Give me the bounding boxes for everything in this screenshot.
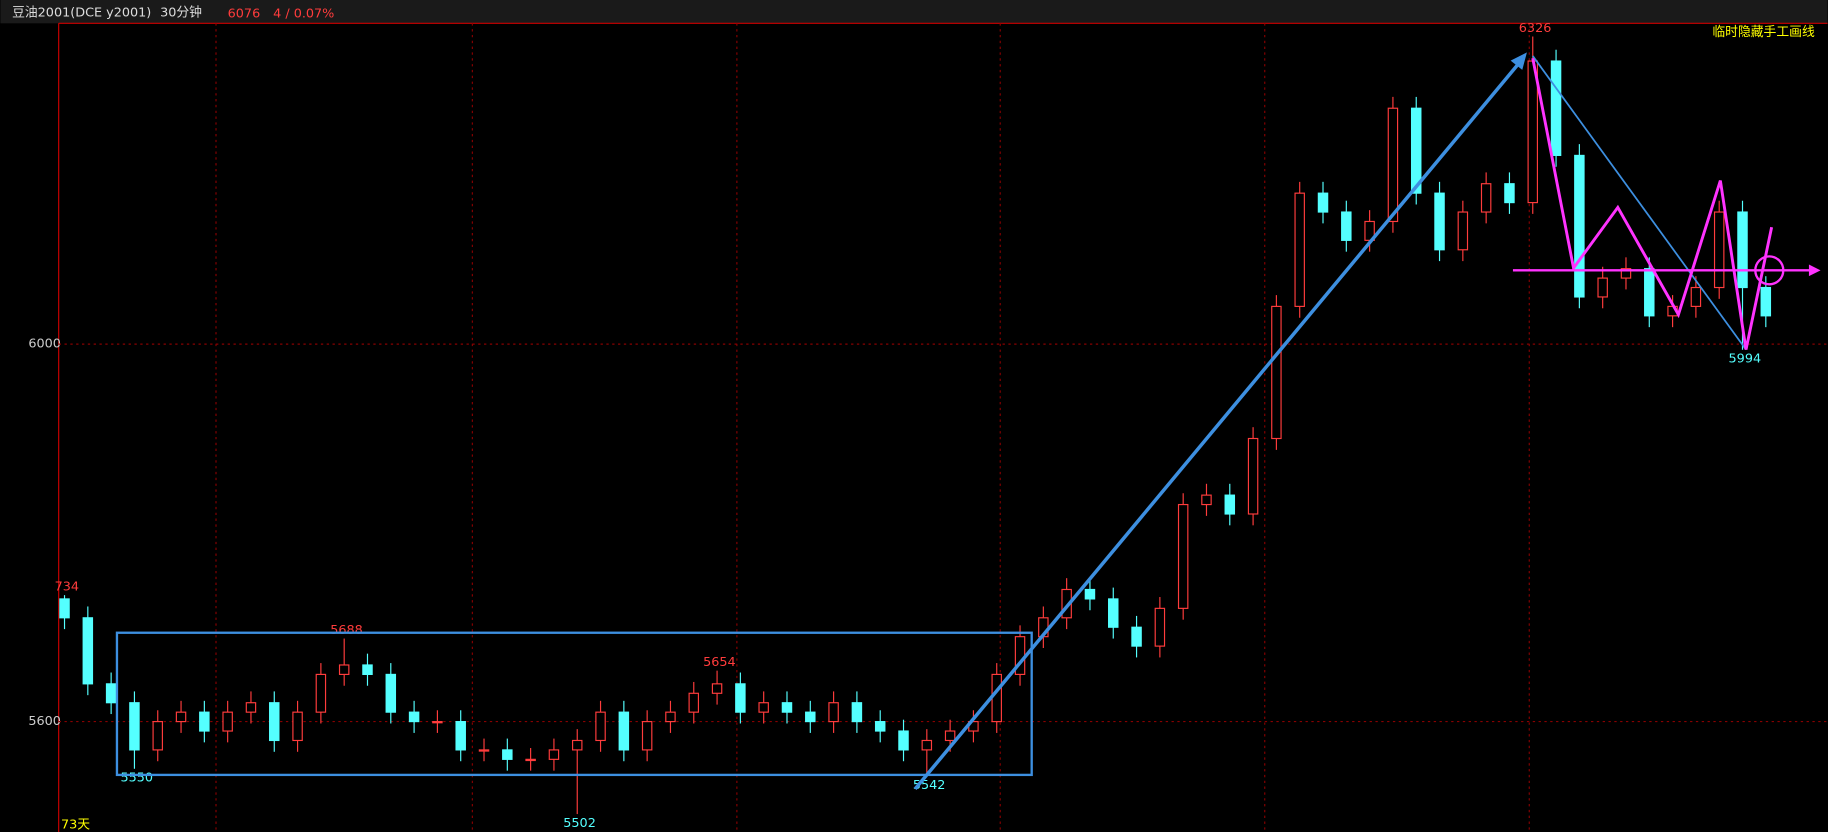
candle-body	[595, 711, 606, 742]
candle-body	[129, 702, 140, 751]
candle-body	[245, 702, 257, 713]
candle-body	[385, 673, 397, 713]
candle-body	[1550, 60, 1562, 156]
candle-body	[665, 711, 676, 723]
candle-body	[525, 758, 536, 762]
candle-body	[805, 711, 816, 723]
candle-body	[548, 749, 560, 760]
candle-body	[641, 721, 653, 751]
candle-body	[59, 598, 70, 619]
candle-body	[1737, 211, 1748, 289]
candle-body	[269, 702, 280, 742]
extreme-label: 5550	[120, 771, 153, 786]
candle-body	[1434, 192, 1445, 251]
candle-body	[1247, 437, 1259, 515]
candle-body	[1457, 211, 1469, 251]
candle-body	[1108, 598, 1119, 628]
extreme-label: 734	[55, 579, 79, 594]
candle-body	[618, 711, 630, 751]
candle-body	[222, 711, 233, 732]
candle-body	[105, 683, 117, 704]
toolbar	[0, 0, 1828, 24]
candle-body	[571, 739, 583, 751]
candle-body	[1341, 211, 1352, 241]
candle-body	[851, 702, 863, 723]
change: 4 / 0.07%	[273, 6, 334, 21]
candle-body	[152, 721, 163, 751]
candle-body	[1504, 183, 1515, 204]
candle-body	[898, 730, 909, 751]
drawings	[115, 52, 1821, 791]
candle-body	[478, 749, 490, 752]
candle-body	[1294, 192, 1305, 307]
trend-arrow	[913, 59, 1523, 791]
candle-body	[688, 692, 700, 713]
candle-body	[1387, 107, 1399, 223]
candle-body	[1131, 626, 1142, 647]
candle-body	[758, 702, 769, 713]
candle-body	[315, 673, 327, 713]
arrow-head	[1510, 52, 1527, 70]
candle-body	[1760, 286, 1772, 317]
candle-body	[1084, 588, 1096, 600]
candle-body	[874, 721, 886, 732]
candle-body	[711, 683, 723, 694]
extreme-label: 5654	[703, 655, 736, 670]
candle-body	[175, 711, 187, 723]
candle-body	[408, 711, 420, 723]
candle-body	[338, 664, 350, 675]
range-box	[115, 631, 1033, 777]
extreme-label: 5502	[563, 816, 596, 831]
candle-body	[199, 711, 210, 732]
y-tick-label: 5600	[28, 714, 61, 729]
last-price: 6076	[228, 6, 261, 21]
candle-body	[735, 683, 746, 713]
candle-body	[828, 702, 839, 723]
footer: 73天	[61, 818, 90, 832]
level-arrow	[1808, 264, 1821, 277]
candle-body	[432, 721, 443, 724]
candle-body	[1620, 268, 1632, 279]
candle-body	[991, 673, 1002, 723]
candle-body	[921, 739, 933, 751]
candle-body	[1177, 503, 1189, 609]
candle-body	[1713, 211, 1725, 289]
candle-body	[1224, 494, 1236, 515]
candle-body	[1201, 494, 1212, 506]
candle-body	[1317, 192, 1329, 213]
candle-body	[362, 664, 373, 675]
candle-body	[1271, 305, 1282, 440]
candle-body	[1690, 286, 1702, 307]
extreme-label: 6326	[1519, 21, 1552, 36]
wave-line	[1531, 57, 1774, 350]
candle-body	[82, 617, 94, 685]
candle-body	[502, 749, 513, 760]
y-tick-label: 6000	[28, 337, 61, 352]
symbol[interactable]: 豆油2001(DCE y2001)	[12, 5, 151, 20]
marker-circle	[1754, 255, 1785, 286]
candle-body	[292, 711, 303, 742]
candle-body	[1574, 154, 1585, 298]
extreme-label: 5994	[1729, 352, 1762, 367]
candle-body	[781, 702, 793, 713]
candle-body	[1597, 277, 1608, 298]
extreme-label: 5688	[330, 623, 363, 638]
toggle-drawings[interactable]: 临时隐藏手工画线	[1712, 25, 1815, 40]
candle-body	[1410, 107, 1422, 194]
candle-body	[944, 730, 956, 742]
candle-body	[1480, 183, 1492, 213]
candle-body	[455, 721, 466, 751]
candle-body	[1154, 607, 1166, 647]
down-line	[1532, 55, 1747, 351]
candle-body	[1644, 268, 1655, 317]
period[interactable]: 30分钟	[160, 4, 202, 20]
